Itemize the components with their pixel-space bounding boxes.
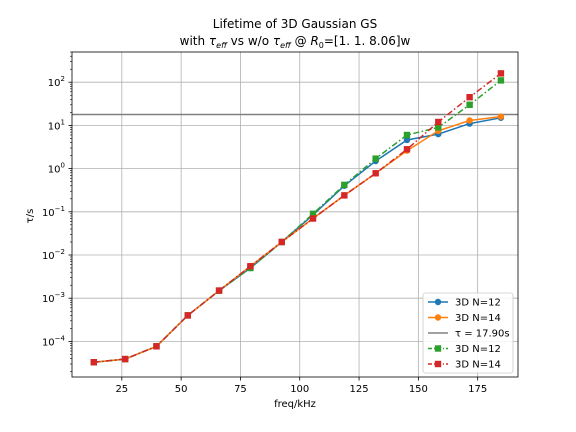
series-4-point (153, 343, 160, 350)
x-tick-label: 75 (234, 384, 247, 395)
y-tick-label: 10−4 (42, 334, 66, 348)
x-tick-label: 100 (290, 384, 309, 395)
series-3-point (372, 155, 379, 162)
axes-frame (71, 51, 519, 378)
series-2-point (497, 113, 505, 120)
y-tick-label: 100 (48, 162, 65, 176)
legend-marker (434, 314, 442, 321)
y-tick-label: 101 (48, 118, 65, 132)
chart-title: Lifetime of 3D Gaussian GS with τeff vs … (180, 17, 411, 50)
series-4-point (341, 192, 348, 199)
series-4-point (215, 287, 223, 294)
legend-label: 3D N=14 (455, 360, 501, 371)
legend-label: 3D N=12 (455, 298, 501, 309)
series-line-2 (93, 115, 501, 363)
series-4-point (497, 70, 505, 77)
series-4-point (309, 215, 317, 222)
y-tick-label: 10−1 (42, 205, 65, 219)
y-axis-label: τ/s (25, 209, 36, 224)
legend-marker (434, 298, 442, 306)
legend-marker (434, 360, 442, 368)
series-1-point (403, 136, 411, 144)
series-3-point (497, 77, 505, 84)
series-4-point (403, 146, 411, 153)
series-4-point (435, 118, 442, 126)
legend: 3D N=12 3D N=14 τ = 17.90s 3D N=12 3D N=14 (422, 292, 514, 374)
x-tick-label: 50 (175, 384, 188, 395)
y-tick-label: 10−2 (42, 248, 65, 262)
series-2-point (466, 117, 473, 124)
series-3-point (403, 131, 411, 139)
series-4-point (278, 238, 285, 246)
series-4-point (247, 263, 254, 270)
series-3-point (466, 101, 473, 108)
series-4-point (184, 312, 191, 319)
chart-title-line-1: Lifetime of 3D Gaussian GS (213, 17, 377, 31)
x-tick-label: 150 (409, 384, 428, 395)
legend-label: 3D N=12 (455, 344, 501, 355)
plot-area: 25 50 75 100 125 150 175 10−4 10−3 10−2 10−1 100 101… (42, 51, 519, 395)
chart-title-line-2: with τeff vs w/o τeff @ R0=[1. 1. 8.06]w (180, 34, 411, 50)
x-axis-label: freq/kHz (274, 399, 316, 410)
series-4-point (90, 359, 98, 366)
legend-box (422, 292, 514, 374)
series-3-point (341, 181, 348, 189)
series-4-point (372, 170, 379, 177)
x-tick-label: 25 (115, 384, 128, 395)
series-3-point (309, 210, 317, 217)
legend-label-reference: τ = 17.90s (455, 329, 510, 340)
y-tick-label: 102 (48, 75, 65, 89)
series-4-point (121, 355, 129, 363)
x-tick-label: 175 (468, 384, 487, 395)
legend-label: 3D N=14 (455, 313, 501, 324)
series-4-point (466, 93, 473, 101)
y-tick-label: 10−3 (42, 291, 65, 305)
x-tick-label: 125 (350, 384, 369, 395)
legend-marker (434, 345, 442, 352)
series-3-point (435, 124, 442, 131)
